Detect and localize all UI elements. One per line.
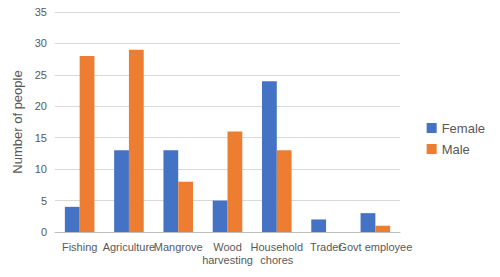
- svg-text:30: 30: [35, 37, 47, 49]
- svg-text:Mangrove: Mangrove: [154, 241, 203, 253]
- svg-text:25: 25: [35, 69, 47, 81]
- svg-text:chores: chores: [260, 254, 294, 266]
- svg-text:Wood: Wood: [213, 241, 242, 253]
- svg-text:Female: Female: [442, 121, 485, 136]
- svg-text:10: 10: [35, 163, 47, 175]
- svg-text:Household: Household: [250, 241, 303, 253]
- svg-text:Trader: Trader: [310, 240, 343, 253]
- svg-text:Agriculture: Agriculture: [103, 241, 156, 253]
- svg-text:0: 0: [41, 226, 47, 238]
- svg-text:35: 35: [35, 6, 47, 18]
- svg-text:Fishing: Fishing: [62, 241, 97, 253]
- svg-text:Govt employee: Govt employee: [338, 241, 412, 253]
- svg-text:15: 15: [35, 132, 47, 144]
- svg-text:Male: Male: [442, 142, 470, 157]
- svg-text:harvesting: harvesting: [202, 254, 253, 266]
- svg-text:20: 20: [35, 100, 47, 112]
- svg-text:Number of people: Number of people: [10, 70, 25, 173]
- svg-text:5: 5: [41, 195, 47, 207]
